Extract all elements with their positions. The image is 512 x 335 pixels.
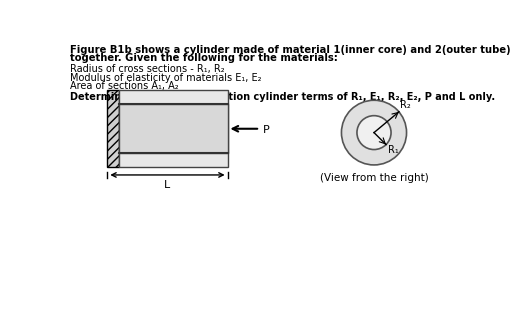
Text: Radius of cross sections - R₁, R₂: Radius of cross sections - R₁, R₂	[70, 64, 225, 74]
Text: Area of sections A₁, A₂: Area of sections A₁, A₂	[70, 81, 179, 91]
Circle shape	[357, 116, 391, 149]
Bar	[106, 90, 119, 167]
Text: L: L	[164, 180, 170, 190]
Text: Modulus of elasticity of materials E₁, E₂: Modulus of elasticity of materials E₁, E…	[70, 73, 262, 82]
Text: Figure B1b shows a cylinder made of material 1(inner core) and 2(outer tube) bon: Figure B1b shows a cylinder made of mate…	[70, 45, 512, 55]
Text: R₁: R₁	[388, 145, 398, 155]
Text: Determine the axial deformation cylinder terms of R₁, E₁, R₂, E₂, P and L only.: Determine the axial deformation cylinder…	[70, 92, 495, 102]
Text: together. Given the following for the materials:: together. Given the following for the ma…	[70, 53, 338, 63]
Text: R₂: R₂	[400, 100, 411, 110]
Text: P: P	[263, 125, 270, 135]
Text: (View from the right): (View from the right)	[319, 174, 429, 183]
Bar	[119, 104, 227, 153]
Circle shape	[342, 100, 407, 165]
Bar	[119, 90, 227, 167]
